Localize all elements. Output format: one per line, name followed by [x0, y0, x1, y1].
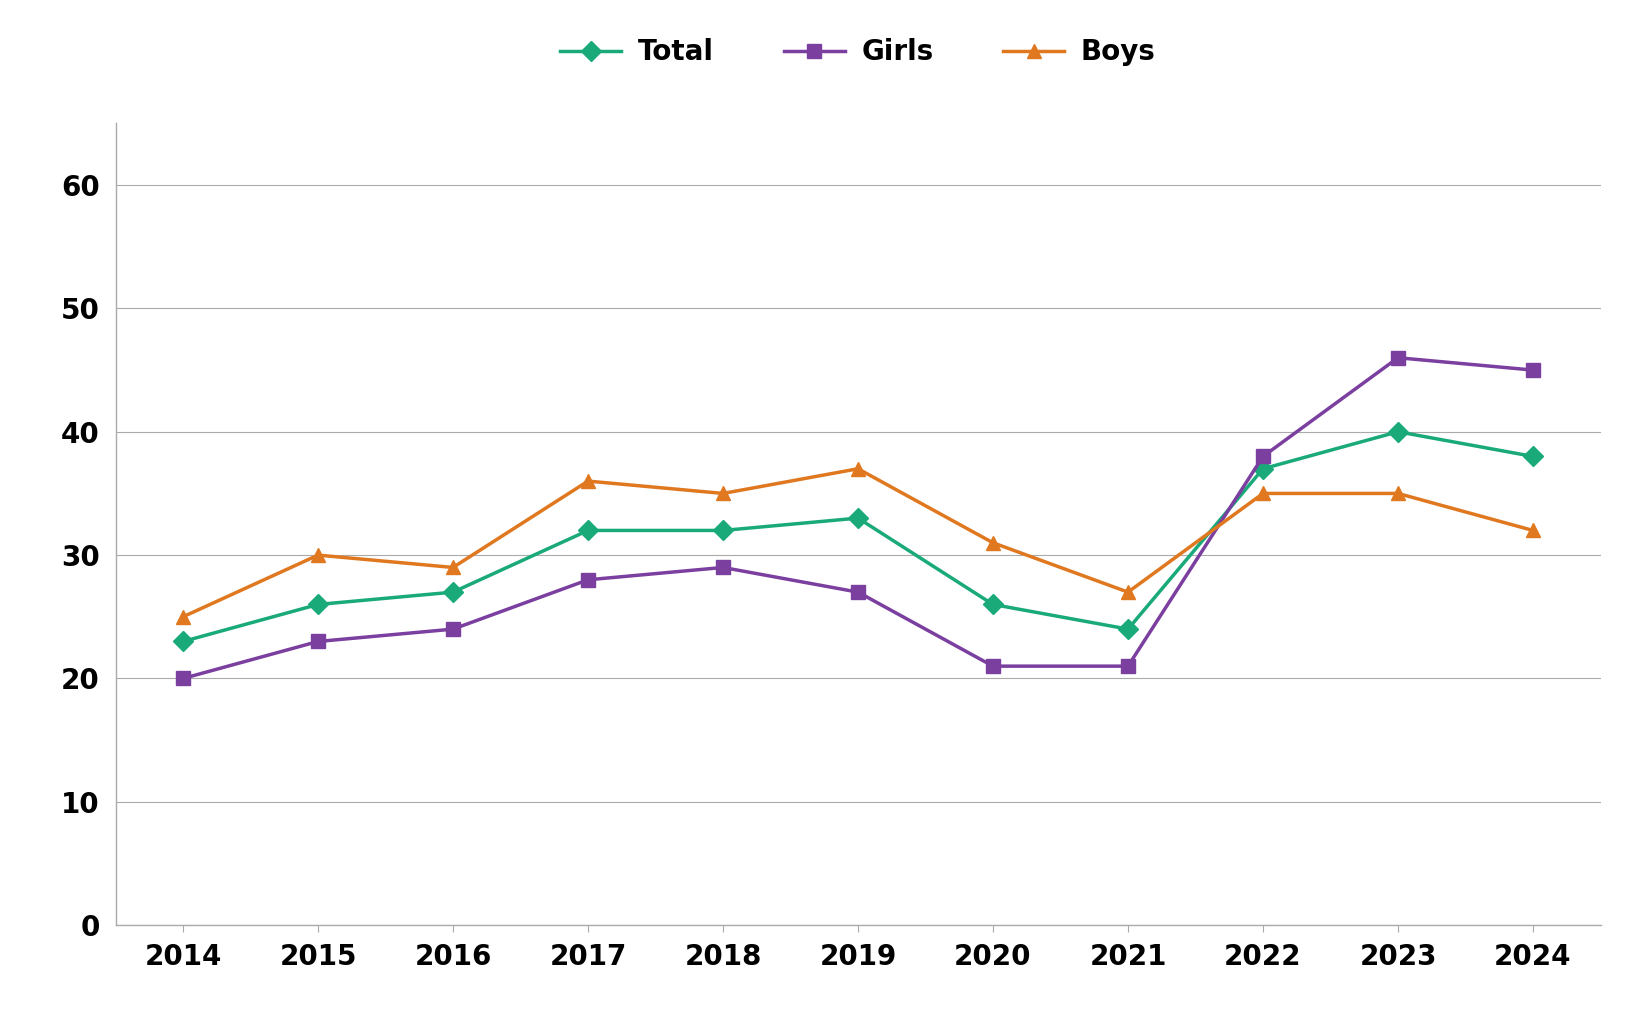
Girls: [1523, 364, 1543, 376]
Total: [444, 586, 464, 598]
Girls: [578, 574, 597, 586]
Line: Total: Total: [177, 425, 1539, 649]
Legend: Total, Girls, Boys: Total, Girls, Boys: [549, 27, 1167, 77]
Boys: [578, 475, 597, 487]
Girls: [1252, 450, 1272, 463]
Girls: [1119, 660, 1138, 672]
Line: Girls: Girls: [177, 351, 1539, 686]
Girls: [1388, 352, 1407, 364]
Total: [1388, 426, 1407, 438]
Boys: [1252, 487, 1272, 500]
Girls: [444, 623, 464, 635]
Total: [309, 598, 328, 611]
Boys: [173, 611, 193, 623]
Girls: [309, 635, 328, 648]
Boys: [444, 561, 464, 574]
Girls: [983, 660, 1003, 672]
Total: [1523, 450, 1543, 463]
Boys: [983, 537, 1003, 549]
Boys: [1388, 487, 1407, 500]
Girls: [173, 672, 193, 685]
Boys: [713, 487, 733, 500]
Total: [1252, 463, 1272, 475]
Boys: [1119, 586, 1138, 598]
Boys: [309, 549, 328, 561]
Boys: [1523, 524, 1543, 537]
Total: [173, 635, 193, 648]
Girls: [848, 586, 868, 598]
Girls: [713, 561, 733, 574]
Total: [848, 512, 868, 524]
Total: [713, 524, 733, 537]
Boys: [848, 463, 868, 475]
Total: [983, 598, 1003, 611]
Total: [578, 524, 597, 537]
Total: [1119, 623, 1138, 635]
Line: Boys: Boys: [177, 462, 1539, 624]
